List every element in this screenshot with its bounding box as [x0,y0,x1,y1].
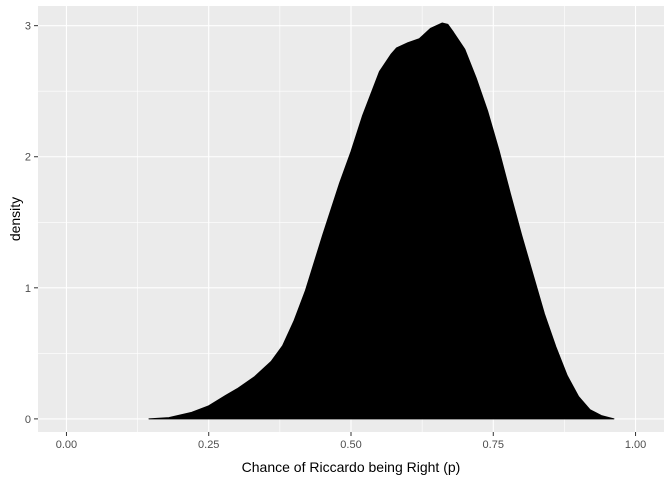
y-tick-label: 2 [25,152,31,164]
y-tick-label: 1 [25,283,31,295]
density-area [148,22,615,420]
y-axis: 0 1 2 3 [25,21,38,426]
x-tick-label: 0.75 [483,439,504,451]
y-axis-title: density [7,197,23,241]
x-tick-label: 1.00 [625,439,646,451]
x-tick-label: 0.00 [56,439,77,451]
y-tick-label: 3 [25,21,31,33]
x-tick-label: 0.25 [198,439,219,451]
y-tick-label: 0 [25,414,31,426]
x-axis: 0.00 0.25 0.50 0.75 1.00 [56,432,646,451]
x-axis-title: Chance of Riccardo being Right (p) [242,459,461,475]
x-tick-label: 0.50 [340,439,361,451]
